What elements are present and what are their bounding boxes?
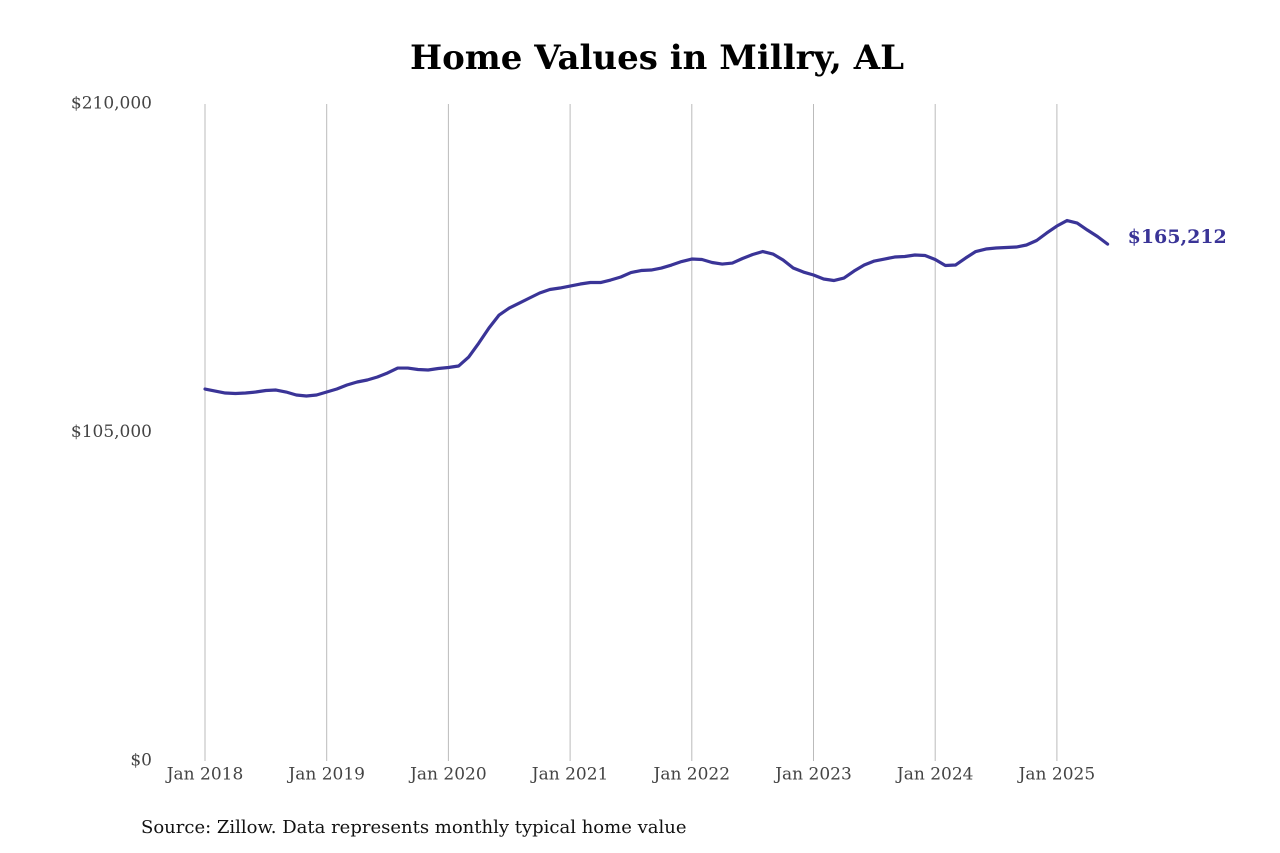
x-tick-label: Jan 2023: [773, 765, 852, 785]
x-tick-label: Jan 2019: [286, 765, 365, 785]
value-label: $165,212: [1128, 226, 1227, 248]
x-tick-label: Jan 2024: [895, 765, 974, 785]
source-note: Source: Zillow. Data represents monthly …: [141, 817, 687, 838]
chart-title: Home Values in Millry, AL: [410, 38, 904, 78]
x-tick-label: Jan 2018: [165, 765, 244, 785]
line: [203, 218, 1110, 398]
y-tick-label: $0: [130, 751, 152, 771]
x-tick-label: Jan 2020: [408, 765, 487, 785]
x-tick-label: Jan 2025: [1017, 765, 1096, 785]
x-tick-label: Jan 2022: [652, 765, 731, 785]
y-tick-label: $210,000: [71, 94, 152, 114]
x-tick-label: Jan 2021: [530, 765, 609, 785]
y-tick-label: $105,000: [71, 422, 152, 442]
